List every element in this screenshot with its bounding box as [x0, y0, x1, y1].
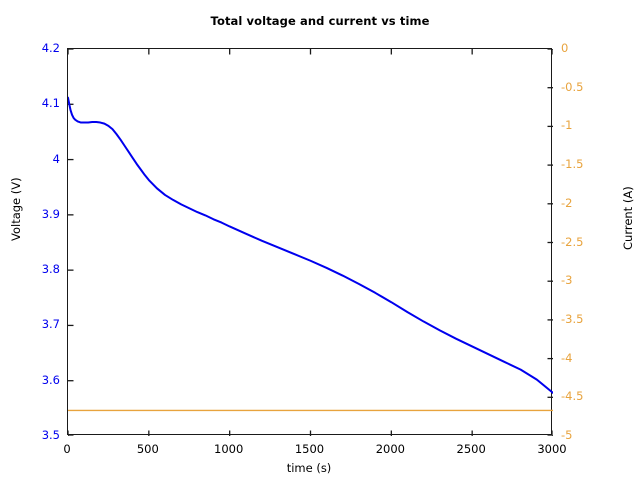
- x-axis-title: time (s): [286, 461, 332, 475]
- x-axis-tick-label: 500: [136, 442, 159, 456]
- y-axis-right-tick-label: -0.5: [561, 79, 584, 94]
- y-axis-left-tick-label: 3.8: [41, 262, 60, 277]
- y-axis-right-tick-label: -1.5: [561, 157, 584, 172]
- y-axis-right-tick-label: -3: [561, 273, 573, 288]
- tick-marks-group: [68, 49, 553, 436]
- y-axis-right-tick-label: 0: [561, 41, 569, 55]
- y-axis-right-title: Current (A): [621, 186, 635, 250]
- y-axis-right-tick-label: -5: [561, 428, 573, 442]
- x-axis-tick-label: 1000: [214, 442, 244, 456]
- y-axis-left-tick-label: 3.6: [41, 372, 60, 387]
- y-axis-right-tick-label: -2: [561, 195, 573, 210]
- y-axis-right-tick-label: -4.5: [561, 389, 584, 404]
- plot-svg: [68, 49, 553, 436]
- y-axis-left-tick-label: 3.5: [41, 428, 60, 442]
- y-axis-left-title: Voltage (V): [9, 177, 23, 241]
- series-line-total-voltage: [68, 96, 553, 394]
- y-axis-right-tick-label: -1: [561, 118, 573, 133]
- y-axis-left-tick-label: 4.1: [41, 96, 60, 111]
- y-axis-right-tick-label: -3.5: [561, 311, 584, 326]
- y-axis-left-tick-label: 3.9: [41, 206, 60, 221]
- x-axis-tick-label: 3000: [537, 442, 567, 456]
- x-axis-tick-label: 2000: [375, 442, 405, 456]
- page-title: Total voltage and current vs time: [210, 14, 430, 28]
- y-axis-right-tick-label: -4: [561, 350, 573, 365]
- y-axis-left-tick-label: 4: [52, 151, 60, 166]
- y-axis-left-tick-label: 3.7: [41, 317, 60, 332]
- x-axis-tick-label: 2500: [456, 442, 486, 456]
- x-axis-tick-label: 1500: [294, 442, 325, 456]
- x-axis-tick-label: 0: [63, 442, 71, 456]
- data-series-group: [68, 96, 553, 412]
- y-axis-right-tick-label: -2.5: [561, 234, 584, 249]
- plot-area: [67, 48, 553, 436]
- y-axis-left-tick-label: 4.2: [41, 41, 60, 55]
